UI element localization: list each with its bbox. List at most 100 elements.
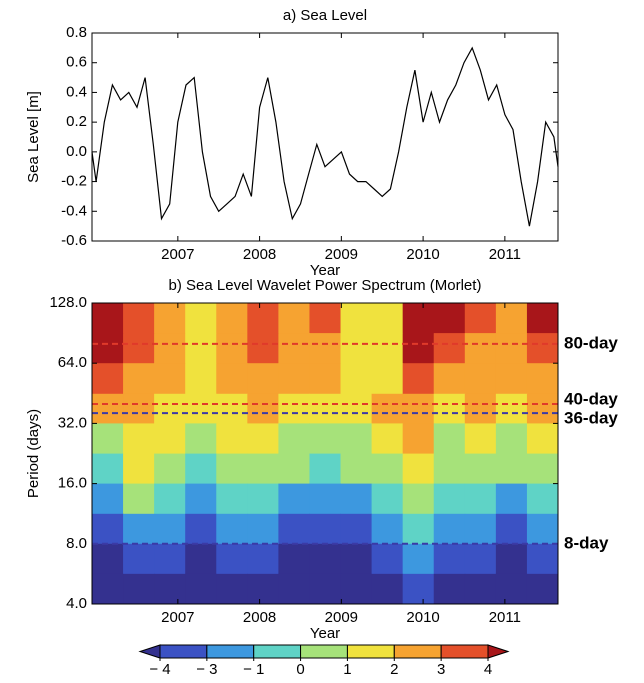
- power-cell: [185, 573, 217, 605]
- power-cell: [185, 423, 217, 455]
- power-cell: [402, 453, 435, 485]
- power-cell: [92, 393, 124, 424]
- power-cell: [278, 303, 310, 334]
- power-cell: [526, 393, 559, 424]
- y-tick-label: 64.0: [58, 354, 87, 371]
- x-tick-label: 2011: [489, 609, 521, 626]
- power-cell: [402, 513, 435, 545]
- colorbar-label: 0: [296, 661, 304, 678]
- power-cell: [402, 363, 435, 395]
- power-cell: [123, 303, 155, 334]
- power-cell: [464, 393, 497, 424]
- power-cell: [123, 543, 155, 575]
- y-tick-label: 32.0: [58, 414, 87, 431]
- power-cell: [340, 453, 373, 485]
- power-cell: [495, 513, 528, 545]
- x-tick-label: 2007: [161, 246, 194, 263]
- colorbar-segment: [346, 644, 395, 659]
- power-cell: [340, 573, 373, 605]
- power-cell: [154, 453, 186, 485]
- power-cell: [123, 513, 155, 545]
- colorbar-label: − 1: [243, 661, 264, 678]
- colorbar-label: − 4: [149, 661, 170, 678]
- colorbar-label: 4: [484, 661, 492, 678]
- power-cell: [433, 423, 466, 455]
- power-cell: [433, 333, 466, 364]
- power-cell: [340, 483, 373, 515]
- power-cell: [216, 453, 248, 485]
- colorbar-label: 3: [437, 661, 445, 678]
- x-tick-label: 2007: [161, 609, 194, 626]
- y-tick-label: -0.6: [61, 232, 87, 249]
- power-cell: [402, 333, 435, 364]
- power-cell: [216, 423, 248, 455]
- power-cell: [371, 423, 404, 455]
- power-cell: [154, 483, 186, 515]
- power-cell: [402, 423, 435, 455]
- power-cell: [123, 363, 155, 395]
- power-cell: [371, 393, 404, 424]
- colorbar-segment: [393, 644, 442, 659]
- wavelet-field: [92, 303, 559, 605]
- colorbar-segment: [300, 644, 348, 659]
- power-cell: [216, 573, 248, 605]
- power-cell: [371, 543, 404, 575]
- power-cell: [154, 513, 186, 545]
- power-cell: [154, 363, 186, 395]
- power-cell: [247, 303, 279, 334]
- power-cell: [185, 333, 217, 364]
- power-cell: [278, 513, 310, 545]
- colorbar-label: 1: [343, 661, 351, 678]
- power-cell: [92, 483, 124, 515]
- power-cell: [464, 453, 497, 485]
- power-cell: [464, 543, 497, 575]
- power-cell: [402, 483, 435, 515]
- power-cell: [309, 483, 342, 515]
- colorbar-over: [487, 644, 510, 659]
- power-cell: [526, 423, 559, 455]
- power-cell: [278, 543, 310, 575]
- power-cell: [464, 573, 497, 605]
- power-cell: [278, 453, 310, 485]
- power-cell: [154, 303, 186, 334]
- power-cell: [464, 303, 497, 334]
- power-cell: [278, 393, 310, 424]
- power-cell: [278, 423, 310, 455]
- power-cell: [495, 363, 528, 395]
- y-tick-label: 0.0: [66, 143, 87, 160]
- power-cell: [495, 333, 528, 364]
- power-cell: [92, 543, 124, 575]
- x-axis-label: Year: [310, 262, 340, 279]
- x-tick-label: 2011: [489, 246, 521, 263]
- power-cell: [123, 423, 155, 455]
- power-cell: [340, 303, 373, 334]
- power-cell: [247, 543, 279, 575]
- power-cell: [371, 333, 404, 364]
- colorbar-segment: [440, 644, 489, 659]
- power-cell: [340, 423, 373, 455]
- power-cell: [185, 453, 217, 485]
- power-cell: [526, 333, 559, 364]
- power-cell: [340, 333, 373, 364]
- power-cell: [123, 483, 155, 515]
- power-cell: [464, 363, 497, 395]
- power-cell: [371, 303, 404, 334]
- plot-frame: [91, 32, 559, 242]
- power-cell: [340, 543, 373, 575]
- power-cell: [309, 423, 342, 455]
- power-cell: [433, 573, 466, 605]
- power-cell: [247, 573, 279, 605]
- y-tick-label: 4.0: [66, 595, 87, 612]
- y-tick-label: 0.2: [66, 113, 87, 130]
- power-cell: [247, 393, 279, 424]
- power-cell: [123, 573, 155, 605]
- power-cell: [402, 543, 435, 575]
- power-cell: [526, 303, 559, 334]
- power-cell: [464, 483, 497, 515]
- power-cell: [216, 363, 248, 395]
- power-cell: [526, 483, 559, 515]
- power-cell: [247, 483, 279, 515]
- x-axis-label: Year: [310, 625, 340, 642]
- power-cell: [495, 483, 528, 515]
